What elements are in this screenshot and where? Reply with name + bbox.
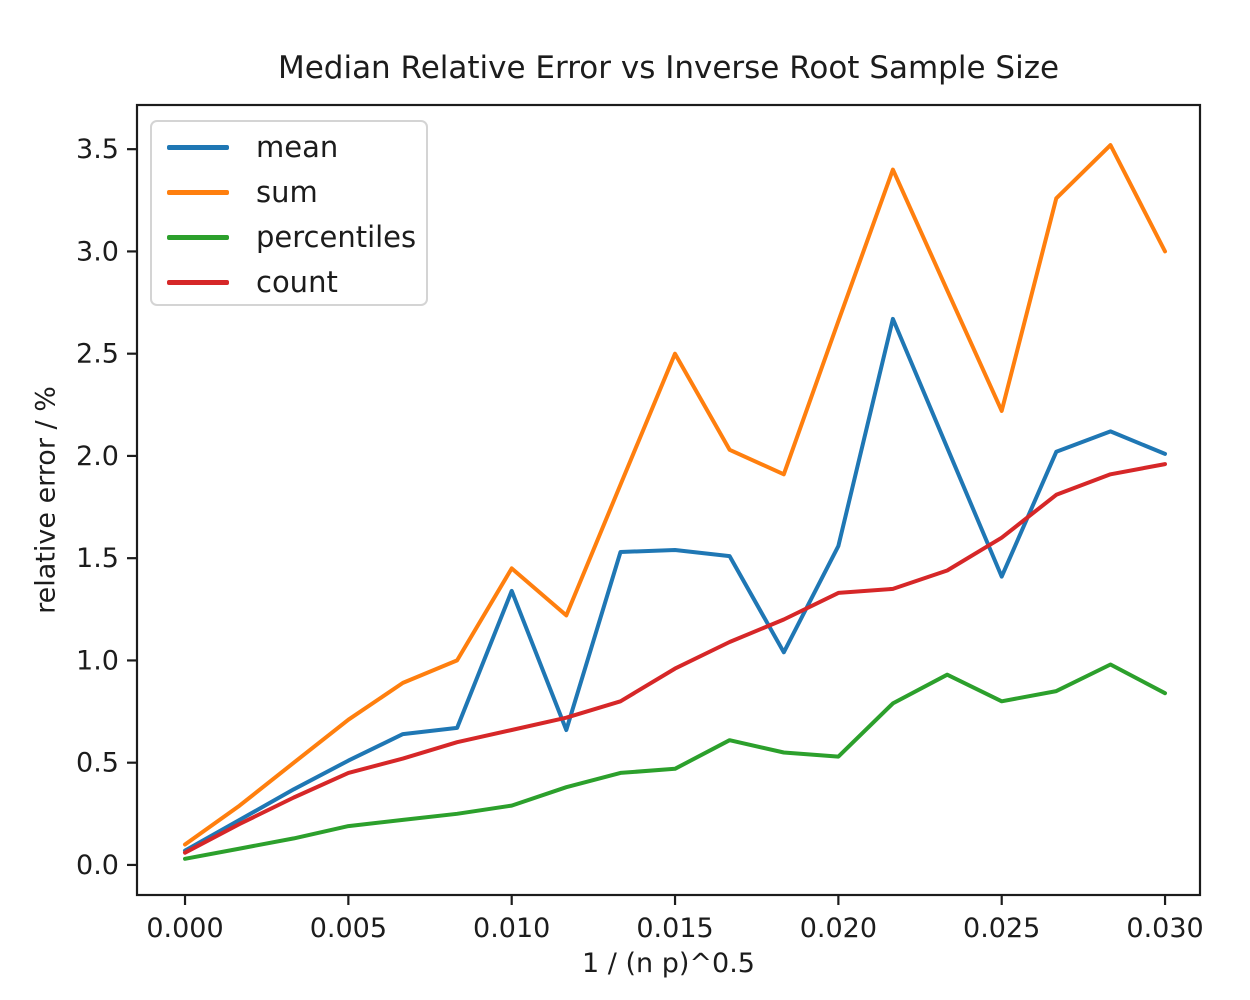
x-axis-label: 1 / (n p)^0.5 bbox=[582, 948, 755, 979]
y-tick-label: 1.5 bbox=[76, 543, 119, 574]
y-tick-label: 0.0 bbox=[76, 850, 119, 881]
x-tick-label: 0.010 bbox=[473, 913, 550, 944]
legend-item-count: count bbox=[152, 260, 426, 305]
y-tick-label: 2.0 bbox=[76, 441, 119, 472]
y-axis-label: relative error / % bbox=[30, 386, 62, 614]
line-percentiles bbox=[183, 662, 1167, 861]
legend-item-sum: sum bbox=[152, 170, 426, 215]
chart-title: Median Relative Error vs Inverse Root Sa… bbox=[277, 50, 1060, 86]
legend-swatch-percentiles-icon bbox=[167, 235, 229, 240]
x-tick-label: 0.000 bbox=[146, 913, 223, 944]
x-tick-label: 0.025 bbox=[963, 913, 1040, 944]
x-tick-label: 0.020 bbox=[800, 913, 877, 944]
legend-item-mean: mean bbox=[152, 125, 426, 170]
legend-item-percentiles: percentiles bbox=[152, 215, 426, 260]
x-tick-label: 0.030 bbox=[1126, 913, 1203, 944]
y-tick-label: 0.5 bbox=[76, 748, 119, 779]
legend-label-sum: sum bbox=[256, 175, 318, 209]
legend-label-count: count bbox=[256, 265, 338, 299]
line-count bbox=[183, 462, 1167, 855]
legend-swatch-count-icon bbox=[167, 280, 229, 285]
y-tick-label: 3.5 bbox=[76, 134, 119, 165]
legend: mean sum percentiles count bbox=[150, 120, 428, 306]
y-tick-label: 3.0 bbox=[76, 236, 119, 267]
line-mean bbox=[183, 316, 1167, 853]
legend-swatch-sum-icon bbox=[167, 190, 229, 195]
y-tick-label: 2.5 bbox=[76, 339, 119, 370]
legend-label-percentiles: percentiles bbox=[256, 220, 417, 254]
legend-swatch-mean-icon bbox=[167, 145, 229, 150]
axes-spines bbox=[135, 103, 1202, 897]
x-tick-label: 0.015 bbox=[636, 913, 713, 944]
legend-label-mean: mean bbox=[256, 130, 339, 164]
x-tick-label: 0.005 bbox=[310, 913, 387, 944]
line-sum bbox=[183, 143, 1167, 847]
y-tick-label: 1.0 bbox=[76, 645, 119, 676]
